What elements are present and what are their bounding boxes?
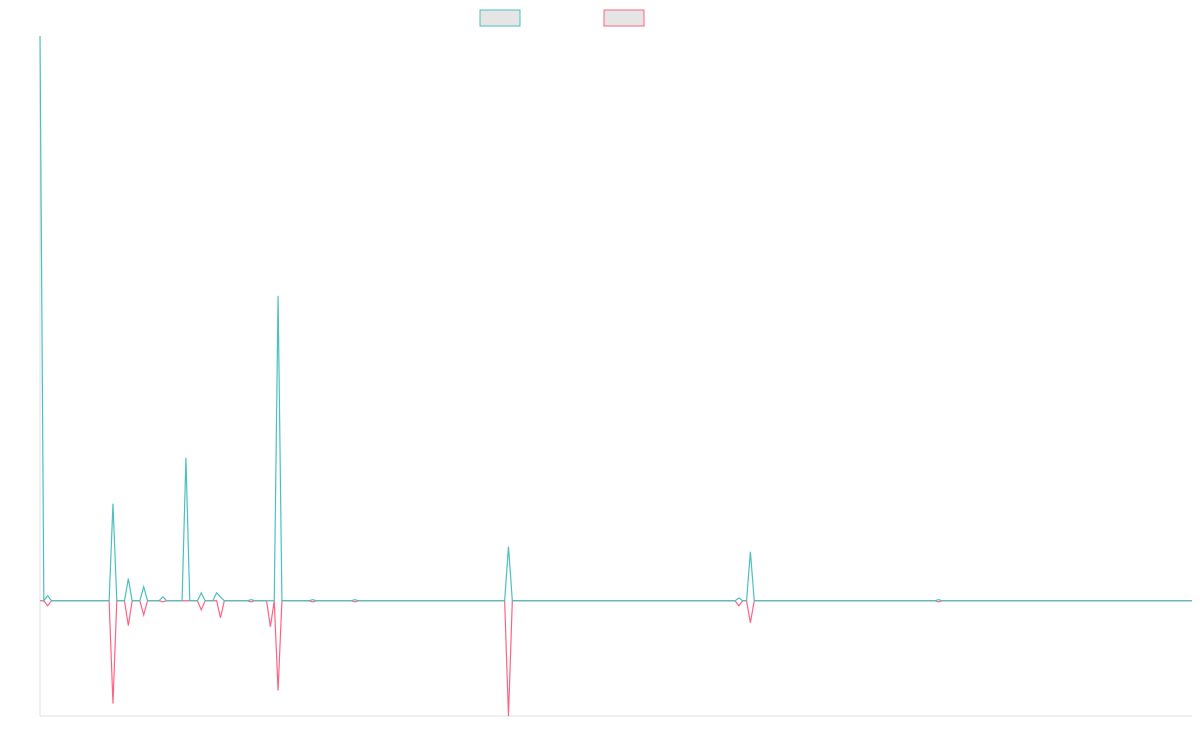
legend-swatch (479, 9, 521, 27)
series-line (39, 35, 1192, 603)
legend-swatch (603, 9, 645, 27)
series-line (40, 600, 1192, 717)
